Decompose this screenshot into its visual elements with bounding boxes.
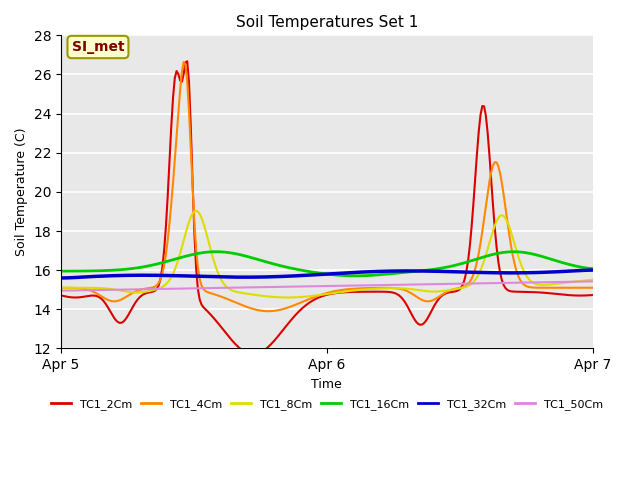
TC1_4Cm	[376, 285, 383, 291]
Line: TC1_8Cm: TC1_8Cm	[61, 211, 593, 298]
TC1_2Cm	[376, 289, 383, 295]
TC1_2Cm	[57, 293, 65, 299]
TC1_16Cm	[509, 249, 516, 254]
TC1_50Cm	[374, 282, 381, 288]
TC1_8Cm	[376, 286, 383, 291]
Y-axis label: Soil Temperature (C): Soil Temperature (C)	[15, 128, 28, 256]
TC1_50Cm	[372, 282, 380, 288]
TC1_2Cm	[509, 288, 516, 294]
TC1_8Cm	[192, 208, 200, 214]
TC1_50Cm	[57, 288, 65, 293]
TC1_32Cm	[505, 270, 513, 276]
Line: TC1_2Cm: TC1_2Cm	[61, 61, 593, 354]
TC1_4Cm	[265, 308, 273, 314]
TC1_50Cm	[383, 282, 390, 288]
TC1_50Cm	[589, 278, 596, 284]
TC1_32Cm	[374, 268, 381, 274]
TC1_2Cm	[386, 289, 394, 295]
TC1_2Cm	[59, 293, 67, 299]
TC1_8Cm	[589, 277, 596, 283]
Line: TC1_32Cm: TC1_32Cm	[61, 270, 593, 278]
TC1_8Cm	[377, 286, 385, 291]
Text: SI_met: SI_met	[72, 40, 124, 54]
X-axis label: Time: Time	[312, 378, 342, 391]
TC1_16Cm	[386, 271, 394, 276]
TC1_2Cm	[184, 59, 191, 64]
TC1_4Cm	[386, 285, 394, 291]
TC1_16Cm	[589, 265, 596, 271]
TC1_4Cm	[589, 285, 596, 290]
TC1_4Cm	[543, 285, 550, 290]
TC1_2Cm	[249, 351, 257, 357]
Title: Soil Temperatures Set 1: Soil Temperatures Set 1	[236, 15, 418, 30]
TC1_32Cm	[589, 267, 596, 273]
TC1_32Cm	[383, 268, 390, 274]
TC1_8Cm	[386, 286, 394, 291]
TC1_50Cm	[59, 288, 67, 293]
TC1_16Cm	[376, 272, 383, 277]
TC1_16Cm	[212, 249, 220, 254]
TC1_16Cm	[377, 272, 385, 277]
Line: TC1_4Cm: TC1_4Cm	[61, 62, 593, 311]
TC1_4Cm	[509, 252, 516, 257]
TC1_4Cm	[59, 285, 67, 290]
TC1_2Cm	[543, 290, 550, 296]
TC1_8Cm	[57, 285, 65, 290]
TC1_16Cm	[352, 273, 360, 279]
TC1_4Cm	[57, 285, 65, 290]
TC1_32Cm	[57, 275, 65, 281]
TC1_50Cm	[539, 279, 547, 285]
TC1_16Cm	[57, 268, 65, 274]
TC1_2Cm	[589, 292, 596, 298]
TC1_16Cm	[59, 268, 67, 274]
TC1_32Cm	[59, 275, 67, 281]
TC1_8Cm	[509, 234, 516, 240]
TC1_8Cm	[59, 285, 67, 290]
Line: TC1_16Cm: TC1_16Cm	[61, 252, 593, 276]
TC1_2Cm	[377, 289, 385, 295]
TC1_32Cm	[539, 269, 547, 275]
TC1_16Cm	[543, 255, 550, 261]
Legend: TC1_2Cm, TC1_4Cm, TC1_8Cm, TC1_16Cm, TC1_32Cm, TC1_50Cm: TC1_2Cm, TC1_4Cm, TC1_8Cm, TC1_16Cm, TC1…	[46, 395, 607, 414]
TC1_8Cm	[285, 295, 292, 300]
TC1_32Cm	[372, 269, 380, 275]
Line: TC1_50Cm: TC1_50Cm	[61, 281, 593, 290]
TC1_8Cm	[543, 282, 550, 288]
TC1_4Cm	[180, 59, 188, 65]
TC1_50Cm	[505, 280, 513, 286]
TC1_4Cm	[377, 285, 385, 291]
